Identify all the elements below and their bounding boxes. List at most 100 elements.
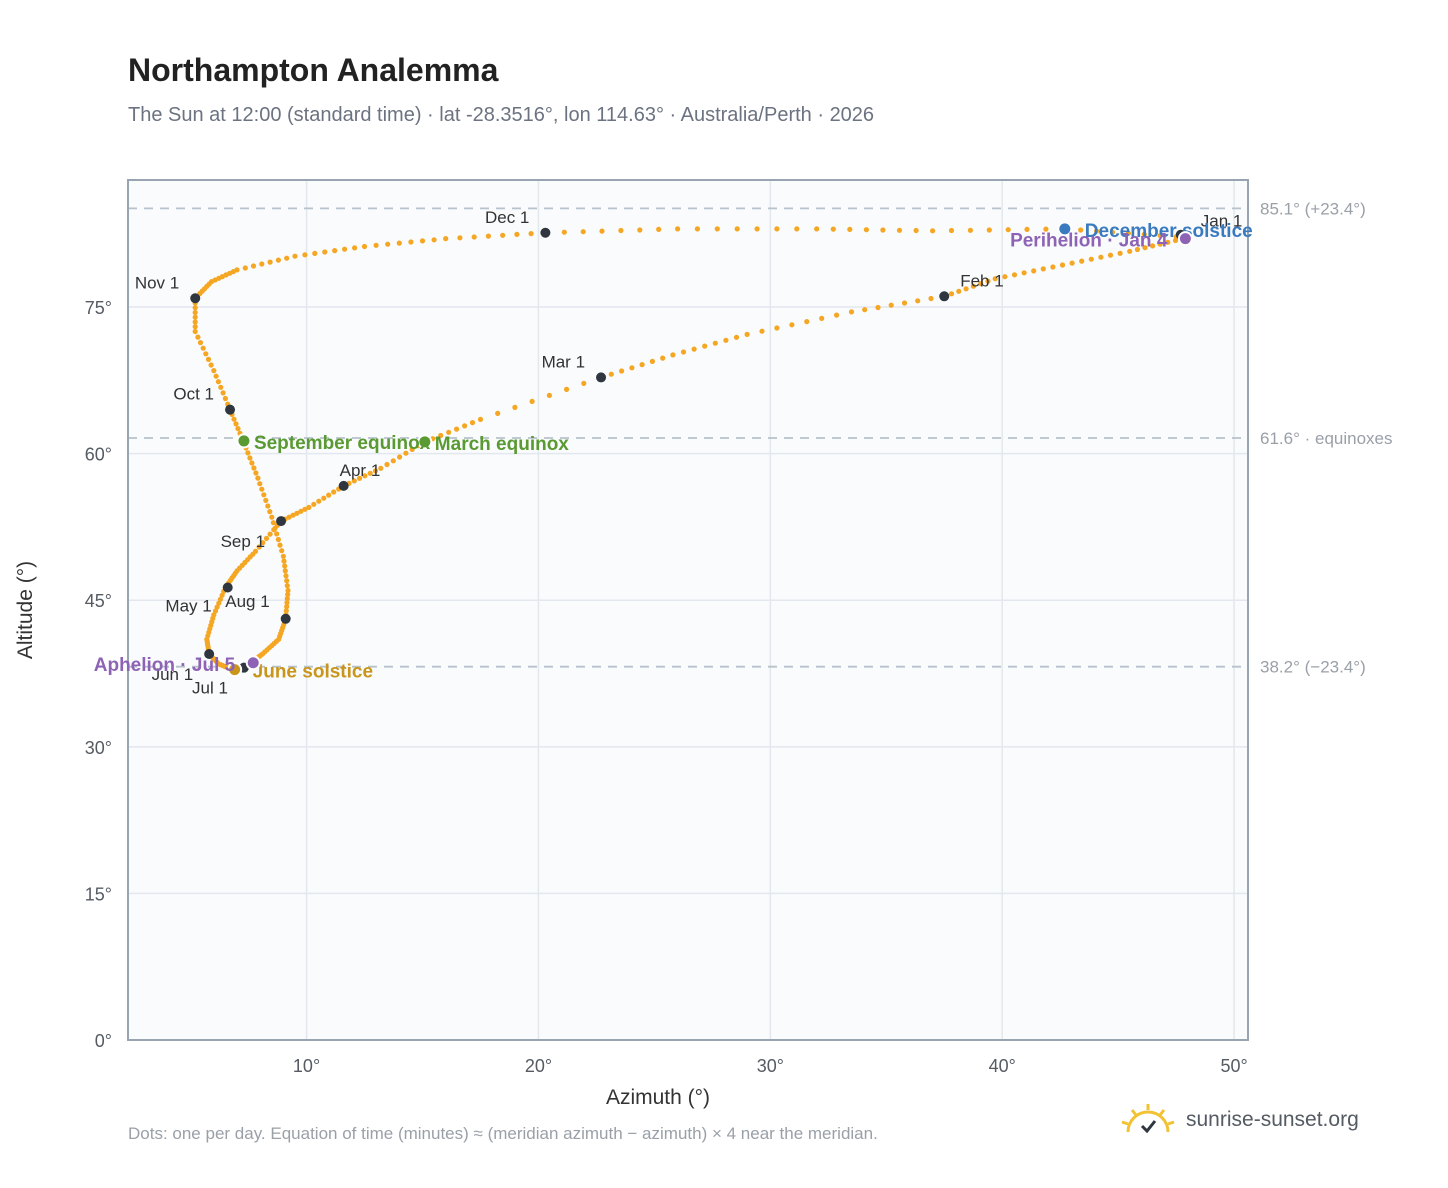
- day-dot: [970, 283, 977, 289]
- day-dot: [744, 331, 750, 337]
- day-dot: [834, 312, 840, 318]
- day-dot: [267, 531, 273, 537]
- month-marker: [225, 404, 236, 415]
- day-dot: [197, 340, 204, 346]
- day-dot: [733, 334, 740, 340]
- day-dot: [759, 328, 765, 334]
- day-dot: [269, 514, 275, 520]
- day-dot: [215, 379, 221, 385]
- day-dot: [618, 227, 624, 234]
- day-dot: [629, 365, 635, 371]
- day-dot: [1031, 268, 1037, 274]
- day-dot: [469, 420, 476, 426]
- day-dot: [1142, 245, 1148, 251]
- day-dot: [384, 461, 390, 468]
- event-marker: [245, 655, 261, 671]
- day-dot: [218, 384, 224, 390]
- day-dot: [302, 506, 308, 512]
- day-dot: [280, 553, 286, 559]
- chart-title: Northampton Analemma: [128, 52, 499, 88]
- month-label: Dec 1: [485, 208, 529, 227]
- day-dot: [1098, 254, 1104, 260]
- day-dot: [361, 243, 368, 250]
- day-dot: [256, 544, 262, 550]
- day-dot: [863, 227, 870, 233]
- day-dot: [978, 281, 984, 287]
- day-dot: [1165, 239, 1171, 245]
- day-dot: [639, 362, 645, 368]
- day-dot: [901, 300, 908, 306]
- day-dot: [1157, 241, 1163, 247]
- day-dot: [561, 229, 567, 235]
- day-dot: [774, 226, 780, 232]
- footnote: Dots: one per day. Equation of time (min…: [128, 1124, 878, 1143]
- day-dot: [390, 458, 396, 464]
- month-label: Nov 1: [135, 273, 179, 292]
- event-marker: [236, 433, 252, 449]
- day-dot: [260, 540, 266, 546]
- day-dot: [298, 508, 304, 514]
- day-dot: [880, 227, 886, 233]
- day-dot: [222, 395, 228, 402]
- month-marker: [596, 372, 607, 383]
- day-dot: [279, 548, 285, 554]
- day-dot: [419, 238, 426, 244]
- day-dot: [862, 307, 868, 313]
- day-dot: [992, 276, 998, 282]
- day-dot: [608, 371, 614, 377]
- month-label: Jan 1: [1201, 212, 1243, 231]
- day-dot: [580, 229, 586, 235]
- month-label: May 1: [165, 597, 211, 616]
- day-dot: [367, 470, 373, 476]
- x-tick-label: 20°: [525, 1056, 552, 1076]
- reference-lines: 85.1° (+23.4°) 61.6° · equinoxes 38.2° (−2…: [128, 199, 1393, 677]
- day-dot: [847, 226, 853, 232]
- day-dot: [1117, 250, 1123, 256]
- day-dot: [357, 475, 363, 481]
- event-marker: [227, 662, 243, 678]
- day-dot: [257, 481, 263, 487]
- chart-subtitle: The Sun at 12:00 (standard time) · lat -…: [128, 104, 875, 126]
- brand[interactable]: sunrise-sunset.org: [1120, 1102, 1359, 1138]
- day-dot: [283, 573, 289, 579]
- day-dot: [1021, 270, 1027, 276]
- day-dot: [231, 416, 237, 422]
- month-label: Oct 1: [173, 385, 214, 404]
- day-dot: [495, 410, 501, 416]
- day-dot: [351, 478, 357, 484]
- day-dot: [1125, 230, 1131, 236]
- day-dot: [326, 492, 332, 498]
- event-marker: [1057, 221, 1073, 237]
- day-dot: [285, 587, 291, 594]
- day-dot: [680, 349, 687, 355]
- day-dot: [261, 492, 267, 498]
- day-dot: [830, 226, 836, 232]
- day-dot: [500, 232, 506, 238]
- day-dot: [512, 404, 518, 410]
- day-dot: [259, 261, 265, 267]
- day-dot: [385, 241, 391, 247]
- reference-label: 85.1° (+23.4°): [1260, 199, 1366, 218]
- day-dot: [282, 563, 288, 569]
- day-dot: [985, 278, 991, 284]
- day-dot: [312, 250, 318, 256]
- day-dot: [564, 386, 570, 392]
- axis-ticks: 10° 20° 30° 40° 50° 0° 15° 30° 45° 60° 75°: [85, 298, 1248, 1076]
- day-dot: [660, 355, 666, 361]
- day-dot: [702, 343, 708, 349]
- day-dot: [649, 358, 656, 364]
- y-tick-label: 75°: [85, 298, 112, 318]
- day-dot: [1059, 262, 1066, 268]
- day-dot: [477, 416, 484, 422]
- plot-area: [128, 180, 1248, 1040]
- day-dot: [431, 237, 437, 243]
- day-dot: [192, 305, 198, 311]
- day-dot: [734, 226, 740, 232]
- day-dot: [265, 503, 271, 509]
- month-marker: [540, 227, 551, 238]
- day-dot: [234, 267, 240, 273]
- month-label: Aug 1: [225, 592, 269, 611]
- day-dot: [446, 429, 452, 435]
- event-label: September equinox: [254, 433, 431, 454]
- day-dot: [292, 253, 298, 259]
